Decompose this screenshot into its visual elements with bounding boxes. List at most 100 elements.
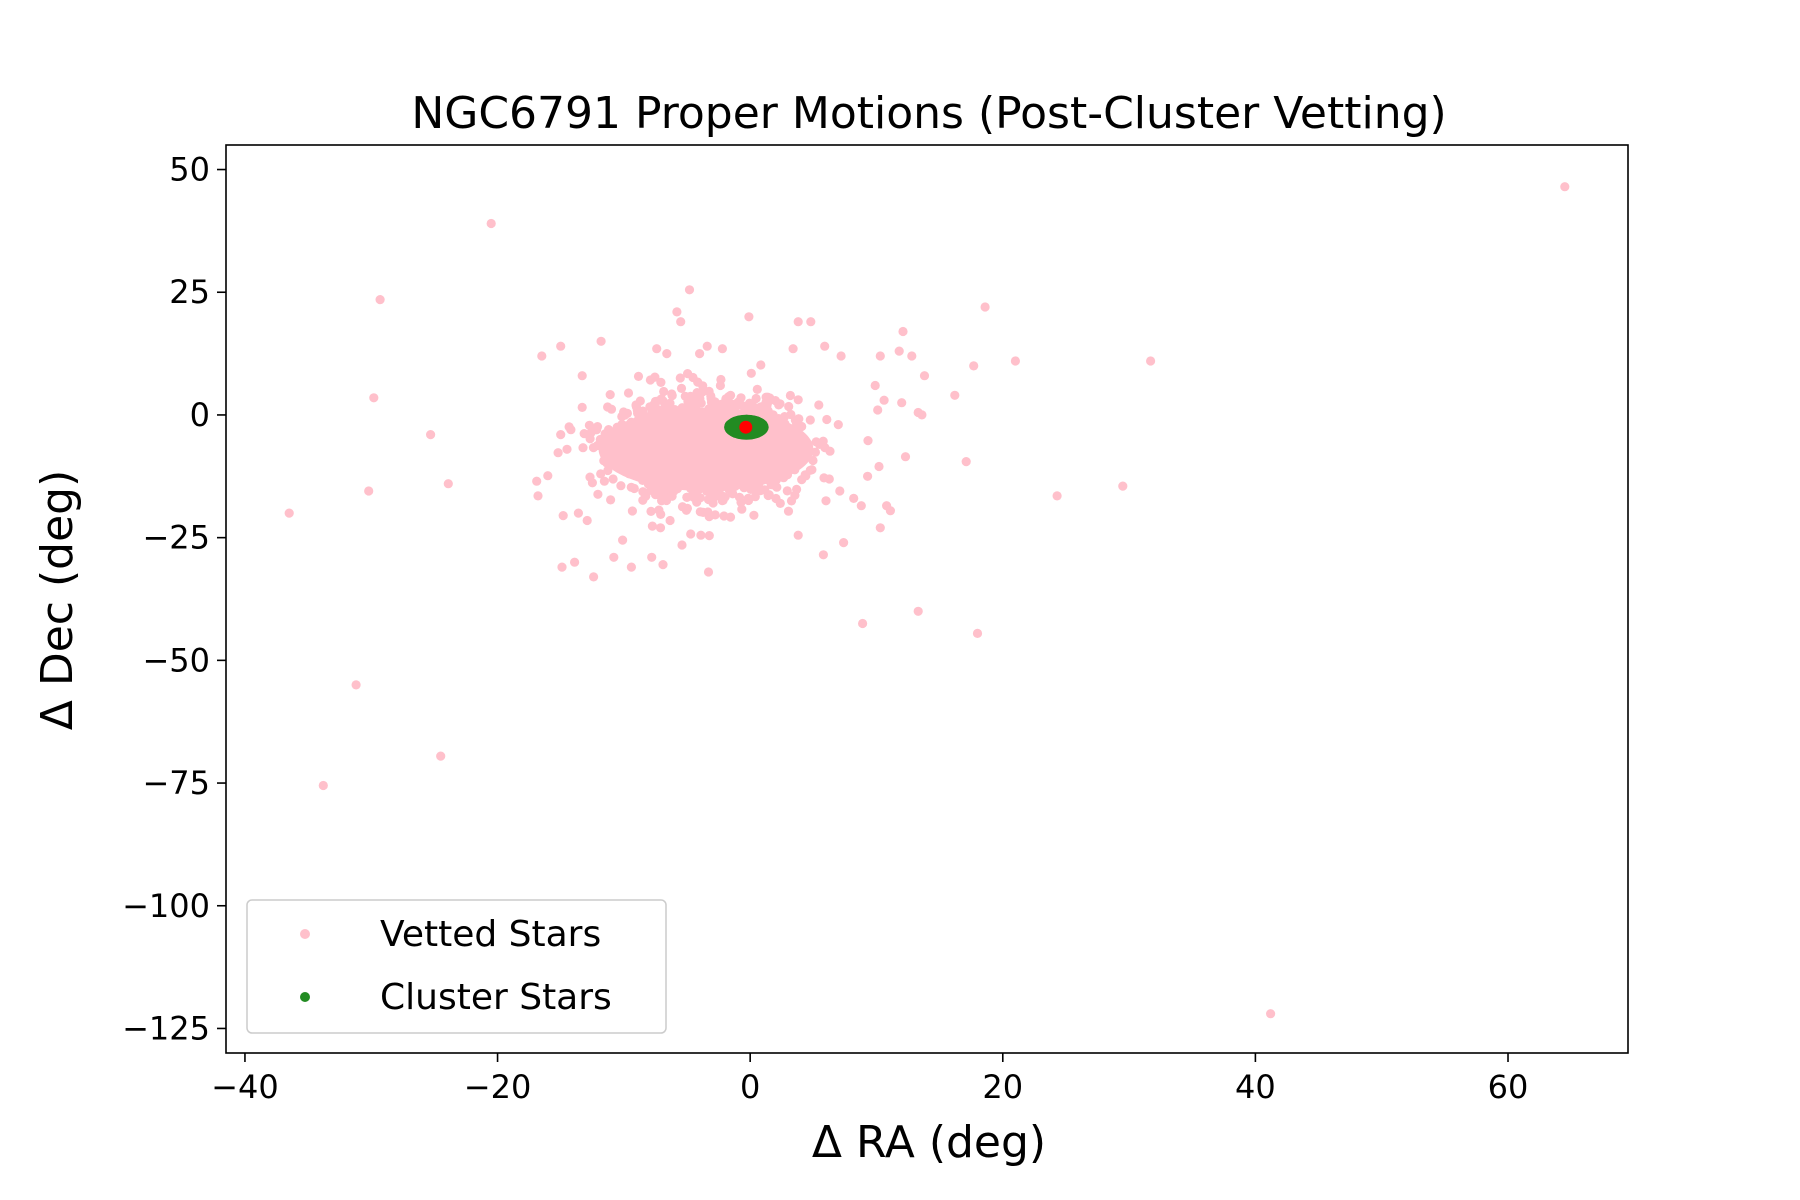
vetted-star-point [786, 409, 796, 420]
vetted-star-point [318, 780, 328, 791]
vetted-star-point [793, 317, 803, 327]
vetted-star-point [596, 469, 606, 479]
vetted-star-point [751, 393, 761, 404]
vetted-star-point [620, 410, 630, 420]
vetted-star-point [1266, 1009, 1276, 1019]
vetted-star-point [584, 420, 595, 430]
vetted-star-point [706, 394, 716, 404]
y-tick-label: 0 [190, 396, 210, 434]
vetted-star-point [656, 377, 666, 387]
vetted-star-point [875, 523, 885, 533]
vetted-star-point [874, 461, 884, 472]
vetted-star-point [284, 508, 294, 518]
vetted-star-point [656, 509, 666, 519]
vetted-star-point [646, 506, 656, 516]
vetted-star-point [690, 488, 700, 498]
vetted-star-point [836, 351, 846, 361]
legend-label-cluster-stars: Cluster Stars [380, 977, 612, 1018]
vetted-star-point [558, 510, 568, 521]
vetted-star-point [824, 474, 834, 484]
vetted-star-point [863, 436, 873, 446]
vetted-star-point [618, 535, 628, 545]
legend-marker-vetted-stars [300, 929, 310, 939]
vetted-star-point [822, 414, 832, 425]
vetted-star-point [805, 415, 815, 425]
y-tick-label: 25 [169, 273, 210, 311]
vetted-star-point [486, 218, 496, 229]
vetted-star-point [605, 390, 615, 400]
vetted-star-point [919, 371, 930, 381]
vetted-star-point [749, 510, 759, 520]
vetted-star-point [596, 336, 606, 346]
vetted-star-point [650, 490, 661, 500]
vetted-star-point [556, 430, 566, 440]
vetted-star-point [756, 360, 766, 370]
vetted-star-point [661, 401, 671, 411]
vetted-star-point [694, 391, 704, 401]
vetted-star-point [839, 538, 849, 548]
vetted-star-point [873, 405, 883, 415]
vetted-star-point [1052, 491, 1062, 501]
vetted-star-point [655, 523, 666, 533]
vetted-star-point [696, 530, 706, 540]
vetted-star-point [676, 383, 687, 393]
vetted-star-point [647, 552, 657, 562]
vetted-star-point [818, 550, 829, 560]
vetted-star-point [593, 489, 603, 499]
vetted-star-point [775, 399, 785, 409]
vetted-star-point [716, 399, 726, 409]
vetted-star-point [900, 452, 911, 462]
x-tick-label: −40 [211, 1068, 279, 1106]
chart-title: NGC6791 Proper Motions (Post-Cluster Vet… [411, 88, 1446, 139]
vetted-star-point [672, 307, 682, 317]
vetted-star-point [879, 395, 889, 405]
vetted-star-point [682, 503, 693, 513]
vetted-star-point [609, 552, 619, 562]
vetted-star-point [364, 486, 374, 496]
vetted-star-point [783, 506, 794, 516]
vetted-star-point [708, 498, 718, 508]
vetted-star-point [961, 457, 971, 467]
vetted-star-point [599, 476, 610, 486]
vetted-star-point [788, 344, 798, 354]
vetted-star-point [443, 479, 453, 489]
vetted-star-point [825, 446, 835, 456]
vetted-star-point [426, 430, 436, 440]
vetted-star-point [704, 531, 714, 541]
vetted-star-point [746, 368, 756, 378]
vetted-star-point [582, 515, 592, 526]
vetted-star-point [704, 386, 714, 396]
vetted-star-point [626, 482, 636, 492]
vetted-star-point [695, 507, 705, 517]
vetted-star-point [717, 344, 728, 354]
vetted-star-point [885, 506, 896, 516]
vetted-star-point [537, 351, 547, 361]
vetted-star-point [369, 393, 379, 403]
vetted-star-point [849, 493, 859, 503]
vetted-star-point [659, 386, 669, 397]
vetted-star-point [1118, 481, 1128, 491]
vetted-star-point [969, 361, 979, 371]
vetted-star-point [532, 476, 542, 486]
vetted-star-point [863, 471, 873, 481]
vetted-star-point [703, 567, 714, 577]
y-axis-label: Δ Dec (deg) [32, 470, 83, 730]
vetted-star-point [756, 405, 766, 415]
vetted-star-point [603, 402, 613, 412]
vetted-star-point [585, 434, 595, 444]
vetted-star-point [647, 521, 658, 531]
plot-frame [225, 144, 1629, 1054]
vetted-star-point [616, 481, 626, 491]
vetted-core-ellipse [598, 407, 814, 491]
vetted-star-point [972, 628, 983, 639]
vetted-star-point [710, 510, 720, 520]
vetted-star-point [667, 389, 677, 399]
legend-box [246, 899, 667, 1034]
vetted-star-point [898, 326, 908, 337]
vetted-star-point [623, 388, 634, 398]
vetted-star-point [562, 444, 572, 454]
vetted-star-point [641, 491, 651, 501]
vetted-star-point [782, 486, 792, 496]
vetted-star-point [661, 495, 672, 506]
